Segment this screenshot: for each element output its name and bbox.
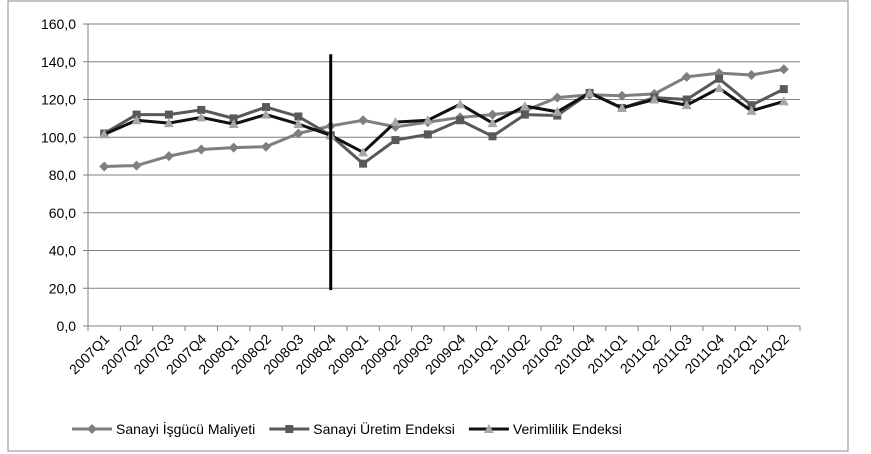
legend-item: Sanayi Üretim Endeksi (269, 420, 455, 437)
series-line (103, 76, 785, 166)
marker (617, 90, 627, 101)
marker (261, 141, 271, 152)
marker (285, 425, 294, 433)
marker (131, 160, 142, 171)
y-tick-label: 40,0 (49, 243, 76, 259)
legend-item: Sanayi İşgücü Maliyeti (72, 420, 255, 437)
series-line (104, 67, 785, 169)
marker (681, 100, 692, 110)
marker (294, 112, 303, 121)
y-tick-label: 60,0 (49, 205, 76, 221)
marker (423, 130, 432, 139)
marker (261, 109, 271, 119)
marker (293, 119, 304, 129)
marker (131, 115, 142, 125)
marker (779, 85, 788, 94)
marker (99, 129, 110, 139)
marker (163, 151, 174, 162)
y-tick-label: 20,0 (49, 280, 76, 296)
marker (359, 159, 368, 168)
marker (747, 101, 756, 110)
marker (228, 142, 239, 153)
marker (552, 106, 563, 116)
marker (617, 102, 627, 112)
marker (681, 71, 692, 82)
marker (746, 105, 757, 115)
marker (584, 87, 595, 97)
marker (196, 144, 207, 155)
y-tick-label: 140,0 (41, 54, 76, 70)
marker (293, 128, 304, 139)
marker (456, 116, 465, 125)
marker (649, 94, 660, 104)
marker (682, 95, 691, 104)
legend-label: Sanayi İşgücü Maliyeti (116, 420, 255, 437)
marker (391, 136, 400, 145)
marker (164, 110, 173, 119)
marker (520, 110, 529, 119)
marker (487, 118, 498, 128)
marker (197, 105, 206, 114)
marker (87, 424, 97, 434)
marker (714, 83, 725, 93)
marker (552, 92, 563, 103)
marker (715, 74, 724, 83)
y-tick-label: 100,0 (41, 129, 76, 145)
marker (163, 118, 174, 128)
marker (99, 161, 110, 172)
marker (196, 112, 207, 122)
marker (483, 424, 494, 433)
marker (778, 64, 789, 75)
y-tick-label: 120,0 (41, 92, 76, 108)
marker (358, 115, 369, 126)
y-tick-label: 0,0 (57, 318, 77, 334)
marker (262, 103, 270, 112)
marker (358, 147, 369, 157)
marker (778, 96, 789, 106)
marker (390, 117, 401, 127)
marker (487, 109, 498, 120)
chart-frame (7, 0, 849, 452)
marker (455, 99, 466, 109)
marker (228, 119, 239, 129)
legend-item: Verimlilik Endeksi (468, 421, 622, 437)
series-line (103, 86, 785, 155)
marker (132, 110, 141, 119)
legend-label: Sanayi Üretim Endeksi (313, 420, 455, 437)
marker (488, 132, 497, 141)
marker (746, 69, 757, 80)
marker (519, 101, 530, 111)
marker (229, 114, 238, 123)
marker (422, 115, 433, 125)
legend-label: Verimlilik Endeksi (513, 421, 622, 437)
y-tick-label: 80,0 (49, 167, 76, 183)
y-tick-label: 160,0 (41, 16, 76, 32)
